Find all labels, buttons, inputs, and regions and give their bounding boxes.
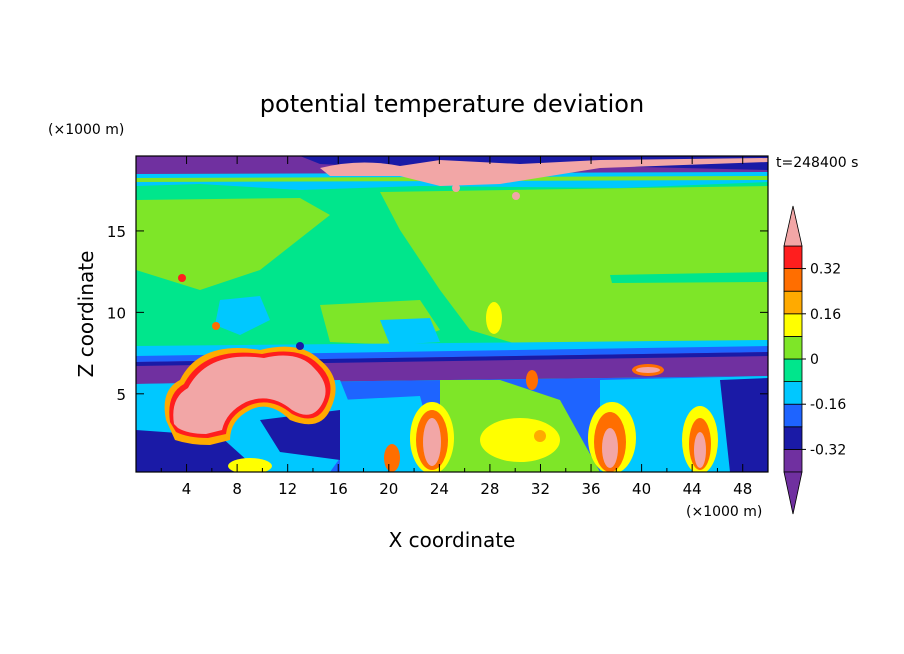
colorbar-low-triangle (783, 471, 803, 515)
colorbar-label: -0.32 (810, 442, 846, 458)
field-lower-left-dark (136, 430, 260, 472)
plume-10-yellow (228, 458, 272, 472)
x-axis: 4 8 12 16 20 24 28 32 36 40 44 48 (160, 156, 752, 498)
time-label: t=248400 s (776, 155, 858, 171)
plume-30-orange (534, 430, 546, 442)
plume-24-pink (423, 418, 441, 466)
colorbar-band (783, 426, 803, 450)
field-cyan-patch2 (380, 318, 440, 345)
field-top-dot2 (512, 192, 520, 200)
colorbar-band (783, 448, 803, 473)
x-tick-label: 48 (733, 480, 752, 498)
y-axis-title: Z coordinate (74, 251, 98, 378)
colorbar-band (783, 403, 803, 428)
field-upper-left-positive (136, 198, 330, 290)
x-tick-label: 24 (430, 480, 449, 498)
colorbar-band (783, 335, 803, 360)
field-upper-positive (380, 186, 768, 348)
field-cyan-patch1 (215, 296, 270, 335)
plume-38-pink (602, 428, 618, 468)
x-tick-label: 32 (531, 480, 550, 498)
field-top-dot1 (452, 184, 460, 192)
field-stripe (610, 272, 768, 283)
y-tick-label: 5 (116, 386, 126, 404)
contour-field (136, 156, 768, 472)
plume-40-high-pink (636, 367, 660, 373)
spot-left-3 (296, 342, 304, 350)
x-tick-label: 40 (632, 480, 651, 498)
colorbar-band (783, 313, 803, 337)
spot-left-2 (212, 322, 220, 330)
y-tick-label: 10 (107, 304, 126, 322)
spot-left-1 (178, 274, 186, 282)
colorbar: 0.32 0.16 0 -0.16 -0.32 (783, 205, 846, 515)
x-tick-label: 28 (480, 480, 499, 498)
colorbar-band (783, 268, 803, 292)
chart-title: potential temperature deviation (260, 90, 644, 118)
colorbar-band (783, 381, 803, 405)
blob-left-pink (173, 355, 326, 434)
plume-30-yellow (480, 418, 560, 462)
field-top-pink (320, 158, 768, 186)
x-tick-label: 44 (683, 480, 702, 498)
colorbar-label: 0 (810, 352, 819, 368)
colorbar-band (783, 245, 803, 270)
colorbar-high-triangle (783, 205, 803, 247)
colorbar-band (783, 358, 803, 383)
y-axis: 5 10 15 (107, 223, 768, 404)
x-tick-label: 36 (581, 480, 600, 498)
x-tick-label: 16 (329, 480, 348, 498)
plot-frame (135, 155, 769, 473)
plume-44-pink (694, 432, 706, 468)
field-lower-right-dark (720, 378, 768, 472)
colorbar-label: 0.32 (810, 262, 841, 278)
x-axis-title: X coordinate (389, 528, 516, 552)
x-tick-label: 4 (182, 480, 192, 498)
colorbar-label: 0.16 (810, 307, 841, 323)
field-yellow-spot (486, 302, 502, 334)
y-tick-label: 15 (107, 223, 126, 241)
x-tick-label: 8 (232, 480, 242, 498)
x-tick-label: 20 (379, 480, 398, 498)
x-unit-label: (×1000 m) (686, 504, 762, 520)
colorbar-band (783, 290, 803, 315)
x-tick-label: 12 (278, 480, 297, 498)
plume-20 (384, 444, 400, 472)
y-unit-label: (×1000 m) (48, 122, 124, 138)
colorbar-label: -0.16 (810, 397, 846, 413)
plume-32-small (526, 370, 538, 390)
field-lower-mid-dark (260, 410, 340, 460)
